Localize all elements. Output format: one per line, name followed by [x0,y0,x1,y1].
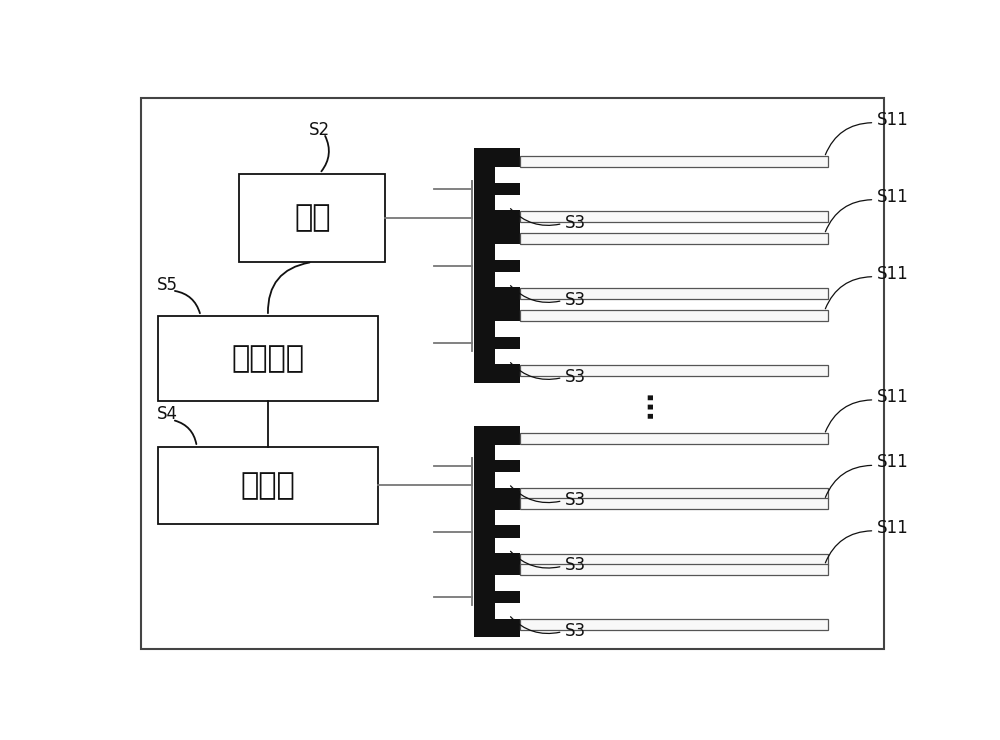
Text: S11: S11 [877,110,908,129]
Bar [495,195,520,210]
Bar [520,564,828,575]
Bar [474,149,520,229]
Text: S3: S3 [565,291,586,309]
Text: 控制器: 控制器 [241,471,295,500]
Bar [474,556,520,637]
Text: S2: S2 [308,121,330,138]
Bar [495,349,520,365]
Text: S11: S11 [877,265,908,283]
Bar [520,310,828,320]
Bar [520,499,828,509]
Text: S3: S3 [565,622,586,640]
Bar [474,303,520,383]
Text: S11: S11 [877,519,908,536]
Bar [495,472,520,488]
Text: S11: S11 [877,188,908,206]
Bar [495,321,520,337]
Bar [158,316,378,400]
Bar [495,603,520,619]
Text: S11: S11 [877,388,908,406]
Bar [520,156,828,166]
Bar [520,554,828,565]
Text: 挡板: 挡板 [294,204,331,232]
Bar [474,425,520,506]
Text: 控制电机: 控制电机 [232,344,305,373]
Bar [495,576,520,591]
Bar [495,510,520,525]
Text: S3: S3 [565,556,586,574]
Text: S3: S3 [565,491,586,509]
Bar [520,233,828,243]
Bar [474,491,520,572]
Bar [239,173,385,262]
Bar [495,445,520,460]
Text: ⋯: ⋯ [637,391,665,418]
Text: S4: S4 [157,405,178,423]
Bar [474,226,520,306]
Text: S3: S3 [565,214,586,232]
Text: S11: S11 [877,453,908,471]
Text: S5: S5 [157,276,178,294]
Bar [520,619,828,630]
Bar [520,289,828,299]
Bar [495,244,520,260]
Bar [495,272,520,287]
Bar [520,433,828,444]
Bar [520,211,828,222]
Bar [495,167,520,183]
Bar [495,538,520,553]
Bar [520,366,828,376]
Bar [158,447,378,524]
Text: S3: S3 [565,368,586,386]
Bar [520,488,828,500]
